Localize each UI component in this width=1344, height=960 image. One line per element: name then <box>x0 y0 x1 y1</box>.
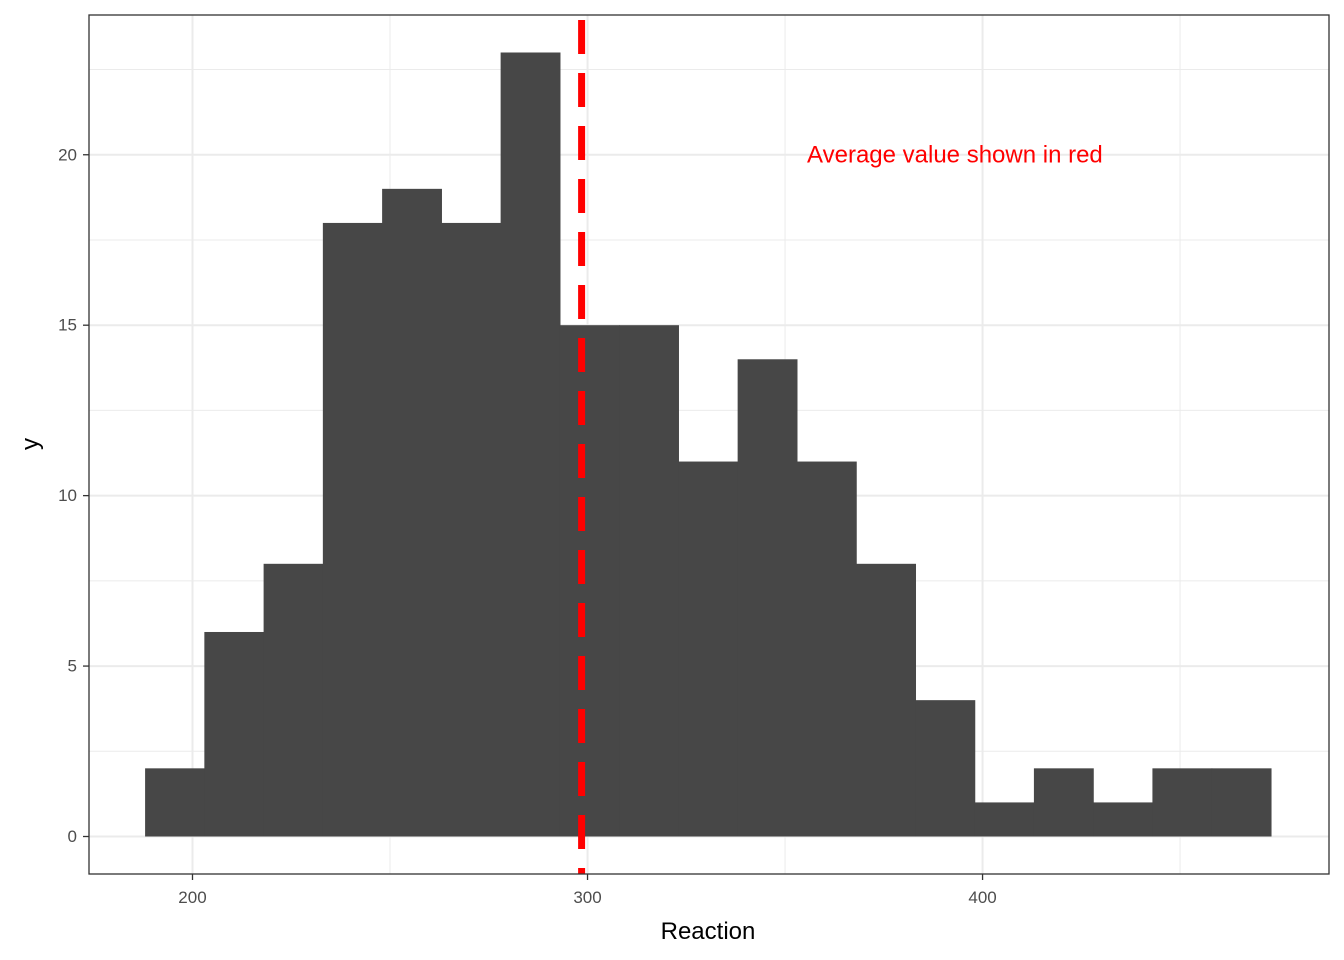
histogram-bar <box>737 359 798 837</box>
y-tick-label: 15 <box>58 316 77 335</box>
histogram-bar <box>441 222 502 837</box>
histogram-bar <box>1211 768 1272 837</box>
x-tick-label: 400 <box>968 888 996 907</box>
y-axis-title: y <box>17 438 44 450</box>
histogram-bar <box>678 461 739 837</box>
histogram-bar <box>974 802 1035 837</box>
y-axis-ticks: 0 5 10 15 20 <box>58 145 89 846</box>
y-tick-label: 0 <box>68 827 77 846</box>
histogram-bar <box>619 325 679 837</box>
y-tick-label: 20 <box>58 145 77 164</box>
annotation-text: Average value shown in red <box>807 141 1103 168</box>
histogram-bar <box>1152 768 1213 837</box>
histogram-bar <box>145 768 205 837</box>
histogram-bar <box>263 563 324 837</box>
histogram-bar <box>1033 768 1094 837</box>
histogram-bars <box>145 52 1272 837</box>
histogram-bar <box>915 700 976 837</box>
x-tick-label: 300 <box>573 888 601 907</box>
histogram-bar <box>322 222 383 837</box>
y-tick-label: 10 <box>58 486 77 505</box>
x-axis-title: Reaction <box>661 918 756 945</box>
histogram-bar <box>382 188 442 837</box>
histogram-bar <box>856 563 917 837</box>
x-axis-ticks: 200 300 400 <box>178 874 997 907</box>
x-tick-label: 200 <box>178 888 206 907</box>
histogram-bar <box>500 52 561 837</box>
histogram-bar <box>796 461 857 837</box>
histogram-bar <box>559 325 620 837</box>
panel-border <box>88 14 1330 875</box>
y-tick-label: 5 <box>68 657 77 676</box>
histogram-bar <box>204 631 265 837</box>
histogram-bar <box>1093 802 1154 837</box>
